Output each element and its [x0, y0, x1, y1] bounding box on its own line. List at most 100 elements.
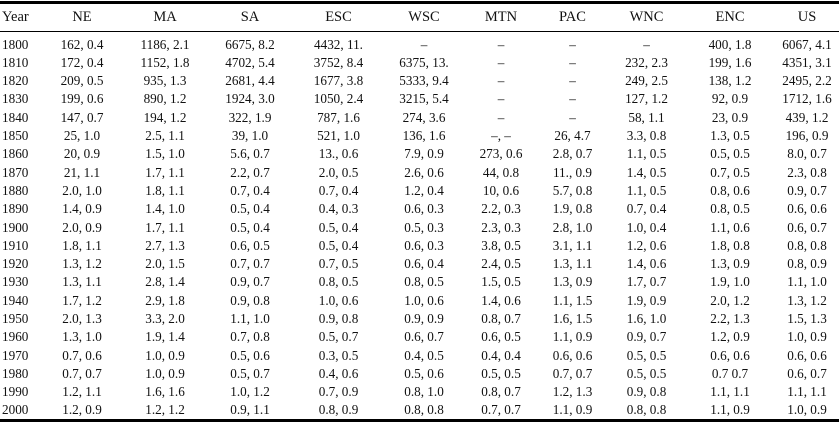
data-cell: 0.6, 0.6 [710, 347, 750, 363]
year-cell: 1880 [2, 182, 29, 198]
data-cell: 10, 0.6 [482, 182, 520, 198]
data-cell: 2.8, 1.0 [552, 219, 593, 235]
data-cell: 0.8, 0.5 [710, 201, 750, 217]
data-cell: 1.1, 1.0 [230, 311, 270, 326]
data-cell: – [420, 36, 428, 52]
data-cell: 0.8, 0.9 [318, 402, 359, 418]
data-cell: 2.2, 0.7 [230, 164, 270, 180]
data-cell: 4351, 3.1 [782, 54, 832, 70]
data-cell: 0.9, 0.7 [787, 182, 827, 198]
data-cell: 0.4, 0.6 [318, 365, 359, 381]
data-cell: – [569, 36, 576, 52]
data-cell: 1.3, 1.2 [62, 256, 102, 272]
data-cell: 0.7, 0.7 [62, 365, 102, 381]
data-cell: 39, 1.0 [231, 128, 269, 144]
data-cell: 0.9, 0.7 [230, 274, 270, 290]
data-cell: 0.5, 0.6 [404, 365, 444, 381]
data-cell: 1.1, 0.5 [626, 146, 667, 162]
data-cell: 787, 1.6 [317, 109, 360, 125]
data-cell: 2.7, 1.3 [145, 237, 185, 253]
data-cell: 1.2, 0.9 [62, 402, 102, 418]
table-row: 1950 2.0, 1.3 3.3, 2.0 1.1, 1.0 0.9, 0.8 0.9,… [0, 309, 839, 327]
data-cell: 1.8, 1.1 [62, 237, 102, 253]
data-cell: 6067, 4.1 [782, 36, 832, 52]
year-cell: 1840 [2, 109, 29, 125]
table-row: 1850 25, 1.0 2.5, 1.1 39, 1.0 521, 1.0 136, 1… [0, 126, 839, 144]
data-cell: 2681, 4.4 [225, 73, 275, 89]
data-cell: 7.9, 0.9 [404, 146, 444, 162]
data-cell: 0.7, 0.4 [318, 182, 359, 198]
column-header-sa: SA [206, 2, 294, 32]
data-cell: 2.8, 1.4 [145, 274, 185, 290]
data-cell: 1.1, 0.6 [710, 219, 750, 235]
data-cell: 138, 1.2 [708, 73, 752, 89]
data-cell: 0.5, 0.4 [230, 219, 270, 235]
data-cell: 1924, 3.0 [225, 91, 275, 107]
year-cell: 1830 [2, 91, 29, 107]
data-cell: 0.7, 0.7 [230, 256, 270, 272]
year-cell: 1820 [2, 73, 29, 89]
data-cell: 1.0, 0.9 [787, 402, 827, 418]
data-cell: 1.7, 1.1 [145, 164, 185, 180]
table-row: 1830 199, 0.6 890, 1.2 1924, 3.0 1050, 2.4 32… [0, 90, 839, 108]
year-cell: 2000 [2, 402, 29, 418]
data-cell: 232, 2.3 [625, 54, 668, 70]
data-cell: 400, 1.8 [708, 36, 752, 52]
data-cell: 0.7, 0.7 [481, 402, 521, 418]
data-cell: 2495, 2.2 [782, 73, 832, 89]
data-cell: 2.5, 1.1 [145, 128, 185, 144]
data-cell: 5333, 9.4 [399, 73, 449, 89]
data-cell: 1.6, 1.6 [145, 384, 185, 400]
data-cell: 5.7, 0.8 [552, 182, 593, 198]
column-header-year: Year [0, 2, 40, 32]
data-cell: 0.5, 0.5 [481, 365, 521, 381]
data-cell: 6675, 8.2 [225, 36, 275, 52]
data-cell: 0.4, 0.5 [404, 347, 444, 363]
year-cell: 1970 [2, 347, 29, 363]
data-cell: 1.2, 0.6 [626, 237, 667, 253]
data-cell: 4702, 5.4 [225, 54, 275, 70]
data-cell: 0.9, 0.8 [230, 292, 270, 308]
year-cell: 1850 [2, 128, 29, 144]
data-cell: – [497, 73, 505, 89]
data-cell: 172, 0.4 [60, 54, 104, 70]
data-cell: 273, 0.6 [479, 146, 523, 162]
table-row: 2000 1.2, 0.9 1.2, 1.2 0.9, 1.1 0.8, 0.9 0.8,… [0, 401, 839, 421]
data-cell: 0.7, 0.5 [710, 164, 750, 180]
year-cell: 1800 [2, 36, 29, 52]
data-cell: 0.7, 0.7 [552, 365, 593, 381]
data-cell: 162, 0.4 [60, 36, 104, 52]
year-cell: 1900 [2, 219, 29, 235]
year-cell: 1810 [2, 54, 29, 70]
data-cell: 1712, 1.6 [782, 91, 832, 107]
data-cell: 1.0, 0.6 [404, 292, 444, 308]
data-cell: 2.0, 1.0 [62, 182, 102, 198]
data-cell: 1.9, 1.4 [145, 329, 185, 345]
data-cell: 1.1, 0.5 [626, 182, 667, 198]
data-cell: 0.9, 0.8 [318, 311, 359, 326]
data-cell: 1.1, 0.9 [552, 329, 593, 345]
data-cell: 0.5, 0.5 [626, 347, 667, 363]
data-cell: – [569, 91, 576, 107]
data-cell: 0.7, 0.4 [230, 182, 270, 198]
data-cell: 21, 1.1 [63, 164, 101, 180]
data-cell: 44, 0.8 [482, 164, 520, 180]
data-cell: 2.9, 1.8 [145, 292, 185, 308]
data-cell: 0.6, 0.4 [404, 256, 444, 272]
data-cell: 1.5, 0.5 [481, 274, 521, 290]
data-cell: 1.8, 1.1 [145, 182, 185, 198]
data-cell: 890, 1.2 [143, 91, 187, 107]
data-cell: 0.9, 0.9 [404, 311, 444, 326]
data-cell: 0.8, 0.8 [626, 402, 667, 418]
data-cell: 1.9, 1.0 [710, 274, 750, 290]
data-cell: 3215, 5.4 [399, 91, 449, 107]
data-cell: 8.0, 0.7 [787, 146, 827, 162]
data-cell: 1.5, 1.3 [787, 311, 827, 326]
data-cell: 0.6, 0.6 [787, 201, 827, 217]
data-cell: 0.7, 0.6 [62, 347, 102, 363]
data-cell: 3.8, 0.5 [481, 237, 521, 253]
data-cell: 2.0, 0.5 [318, 164, 359, 180]
data-cell: – [497, 109, 505, 125]
